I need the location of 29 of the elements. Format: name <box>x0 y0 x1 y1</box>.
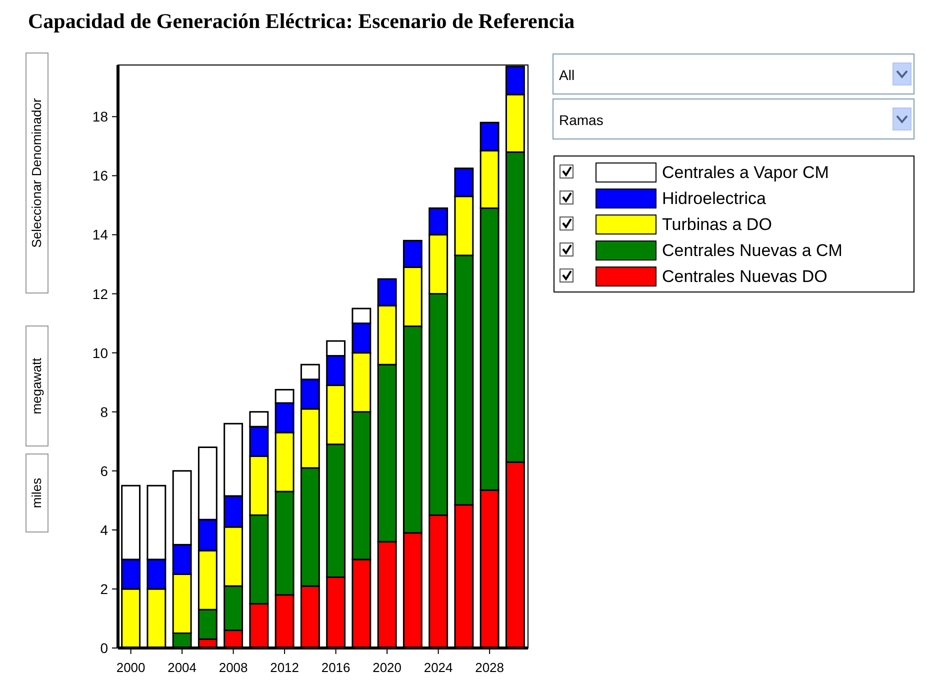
text: All <box>559 67 575 83</box>
legend-label: Turbinas a DO <box>662 215 772 234</box>
y-tick-label: 6 <box>100 462 108 479</box>
legend-label: Hidroelectrica <box>662 189 766 208</box>
y-tick-label: 8 <box>100 404 108 420</box>
x-tick-label: 2012 <box>270 660 300 675</box>
x-tick-label: 2024 <box>424 660 453 675</box>
x-tick-label: 2020 <box>372 660 402 675</box>
x-tick-label: 2000 <box>116 660 146 675</box>
x-tick-label: 2008 <box>218 660 248 675</box>
legend-label: Centrales Nuevas DO <box>662 267 828 286</box>
vertical-button: miles <box>26 454 48 532</box>
y-tick-label: 16 <box>92 168 108 184</box>
legend-label: Centrales Nuevas a CM <box>662 241 842 260</box>
y-tick-label: 0 <box>100 640 108 656</box>
x-tick-label: 2028 <box>475 660 504 675</box>
x-tick-label: 2004 <box>168 660 197 675</box>
y-tick-label: 10 <box>92 344 108 361</box>
legend-label: Centrales a Vapor CM <box>662 163 829 182</box>
vertical-button: Seleccionar Denominador <box>26 52 48 294</box>
chart-title: Capacidad de Generación Eléctrica: Escenario de Referencia <box>28 9 576 33</box>
x-tick-label: 2016 <box>321 660 350 675</box>
y-tick-label: 18 <box>92 108 108 125</box>
vertical-button: megawatt <box>26 326 48 446</box>
y-tick-label: 12 <box>92 286 108 302</box>
y-tick-label: 14 <box>92 226 108 243</box>
text: Ramas <box>559 112 604 128</box>
y-tick-label: 4 <box>100 522 108 538</box>
y-tick-label: 2 <box>100 580 108 597</box>
